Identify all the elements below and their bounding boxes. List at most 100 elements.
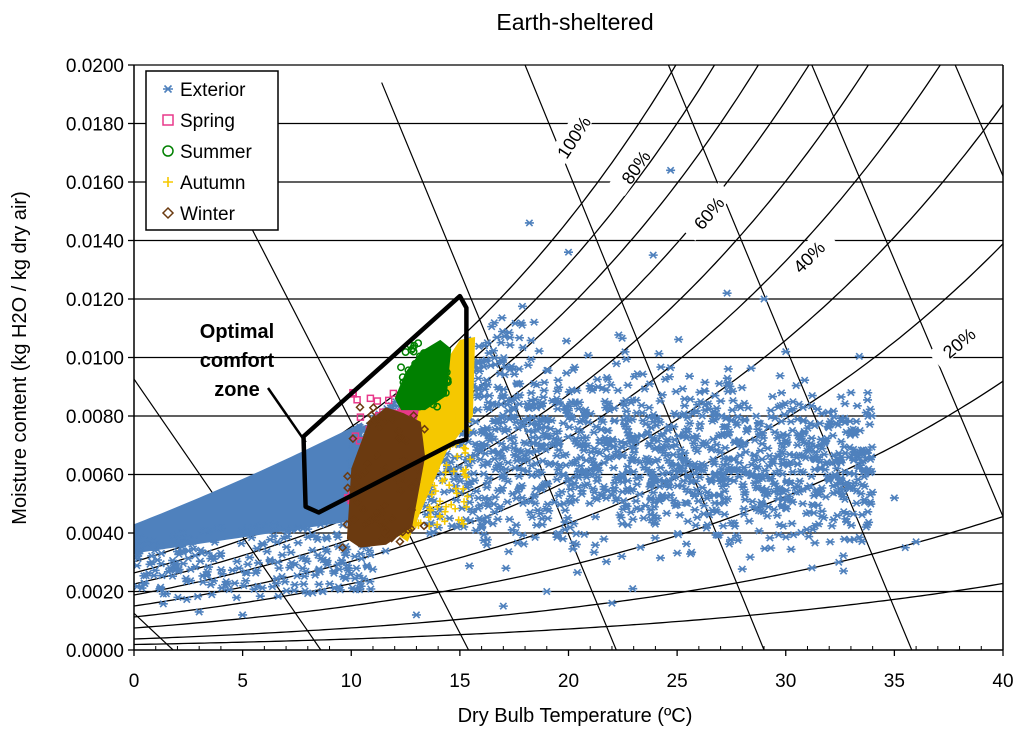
exterior-point	[788, 468, 798, 476]
exterior-point	[158, 600, 168, 608]
y-tick-label: 0.0080	[66, 407, 124, 428]
exterior-point	[755, 431, 765, 439]
exterior-point	[690, 506, 700, 514]
exterior-point	[541, 505, 551, 513]
exterior-point	[469, 469, 479, 478]
exterior-point	[553, 376, 563, 384]
exterior-point	[523, 361, 533, 369]
exterior-point	[831, 419, 841, 428]
exterior-point	[855, 426, 865, 435]
exterior-point	[739, 504, 749, 513]
exterior-point	[602, 373, 612, 382]
exterior-point	[655, 397, 665, 405]
exterior-point	[612, 453, 622, 461]
exterior-point	[273, 592, 283, 601]
exterior-point	[567, 459, 577, 467]
exterior-point	[852, 499, 862, 507]
exterior-point	[333, 533, 343, 541]
exterior-point	[591, 466, 601, 474]
exterior-point	[507, 413, 517, 421]
autumn-point	[466, 455, 474, 463]
exterior-point	[817, 507, 827, 515]
exterior-point	[354, 571, 364, 580]
exterior-point	[820, 437, 830, 446]
exterior-point	[806, 439, 816, 447]
autumn-point	[427, 470, 435, 478]
exterior-point	[689, 439, 699, 447]
exterior-point	[519, 438, 529, 447]
winter-point	[412, 464, 422, 474]
exterior-point	[621, 355, 631, 363]
exterior-point	[474, 385, 484, 394]
autumn-point	[442, 468, 450, 476]
exterior-point	[801, 454, 811, 462]
exterior-point	[439, 488, 449, 496]
autumn-point	[459, 485, 467, 493]
exterior-point	[541, 446, 551, 454]
exterior-point	[766, 406, 776, 415]
exterior-point	[314, 580, 324, 589]
exterior-point	[484, 474, 494, 482]
exterior-point	[617, 443, 627, 452]
x-tick-label: 30	[775, 671, 796, 692]
exterior-point	[740, 416, 750, 425]
exterior-point	[243, 523, 253, 532]
exterior-point	[789, 531, 799, 539]
exterior-point	[861, 523, 871, 531]
exterior-point	[341, 574, 351, 583]
exterior-point	[702, 488, 712, 496]
exterior-point	[322, 547, 332, 556]
exterior-point	[482, 460, 492, 468]
exterior-point	[649, 436, 659, 444]
winter-point	[398, 527, 408, 537]
exterior-point	[567, 413, 577, 421]
exterior-point	[585, 382, 595, 390]
exterior-point	[805, 482, 815, 490]
exterior-point	[525, 508, 535, 517]
exterior-point	[493, 461, 503, 470]
legend-box	[145, 70, 279, 231]
exterior-point	[411, 611, 421, 619]
exterior-point	[724, 540, 734, 548]
exterior-point	[691, 434, 701, 443]
exterior-point	[515, 391, 525, 399]
exterior-point	[426, 495, 436, 504]
exterior-point	[255, 592, 265, 600]
summer-point	[410, 377, 419, 386]
winter-point	[358, 505, 368, 515]
exterior-point	[759, 508, 769, 516]
exterior-point	[544, 460, 554, 469]
exterior-point	[705, 511, 715, 519]
rh-label-bg	[679, 182, 734, 241]
exterior-point	[658, 491, 668, 499]
exterior-point	[717, 465, 727, 473]
exterior-point	[707, 417, 717, 425]
exterior-point	[182, 577, 192, 586]
autumn-point	[432, 467, 440, 475]
exterior-point	[473, 405, 483, 414]
exterior-point	[490, 493, 500, 501]
summer-point	[414, 397, 423, 406]
exterior-point	[343, 561, 353, 570]
exterior-point	[539, 386, 549, 395]
exterior-point	[671, 411, 681, 419]
autumn-point	[442, 461, 450, 469]
exterior-point	[867, 412, 877, 420]
autumn-point	[462, 473, 470, 481]
exterior-point	[504, 515, 514, 524]
legend-label: Exterior	[180, 80, 246, 101]
exterior-point	[208, 577, 218, 585]
exterior-point	[503, 458, 513, 467]
exterior-point	[744, 517, 754, 525]
exterior-point	[648, 488, 658, 497]
exterior-point	[505, 341, 515, 349]
summer-point	[441, 388, 450, 397]
exterior-point	[774, 466, 784, 475]
exterior-point	[551, 429, 561, 438]
exterior-point	[588, 458, 598, 466]
winter-point	[419, 521, 429, 531]
exterior-point	[366, 585, 376, 593]
exterior-point	[685, 419, 695, 427]
exterior-point	[742, 424, 752, 432]
exterior-point	[585, 499, 595, 508]
